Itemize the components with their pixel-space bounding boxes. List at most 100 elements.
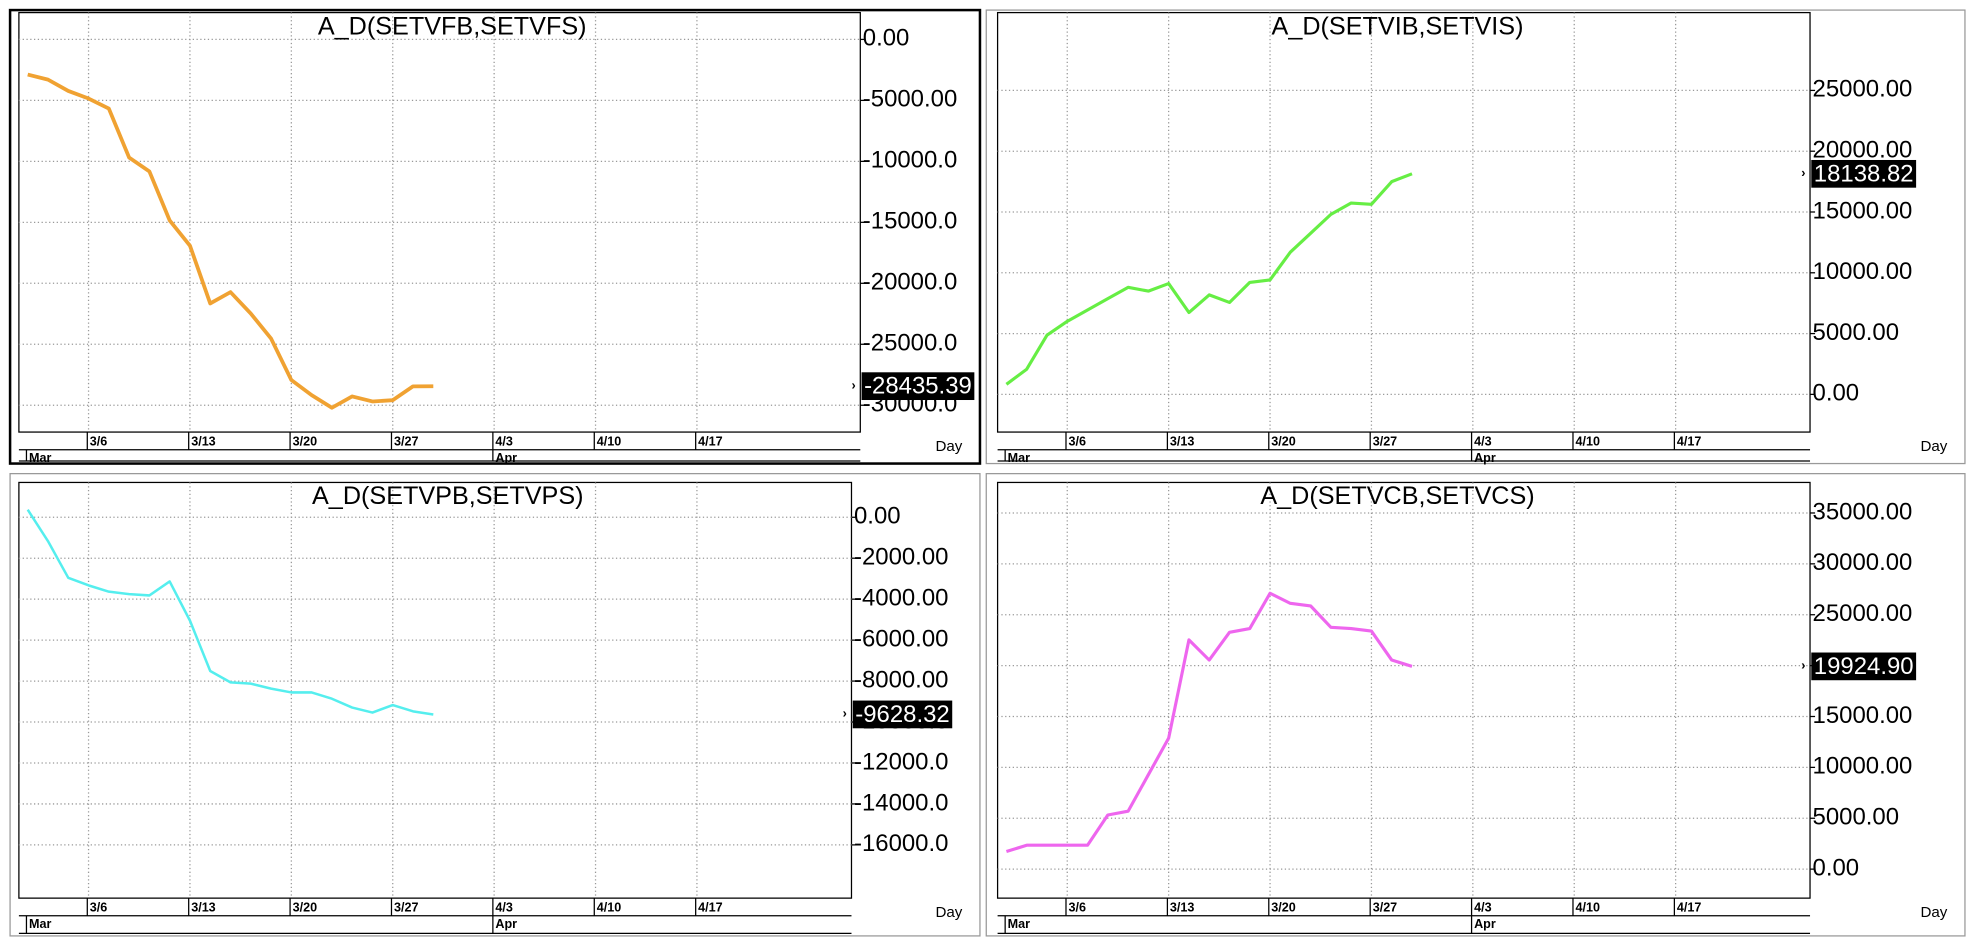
x-axis-label: Day bbox=[935, 904, 962, 921]
panel-border bbox=[985, 473, 1966, 937]
x-tick-label: 4/10 bbox=[1575, 434, 1599, 448]
y-tick-label: -5000.00 bbox=[863, 86, 957, 113]
x-tick-label: 3/20 bbox=[293, 434, 317, 448]
x-tick-label: 3/27 bbox=[1373, 901, 1397, 915]
plot-area bbox=[996, 11, 1811, 433]
last-value-pointer: › bbox=[1801, 166, 1805, 180]
x-tick-label: 3/13 bbox=[191, 901, 215, 915]
y-tick-label: -15000.0 bbox=[863, 208, 957, 235]
plot-area bbox=[996, 481, 1811, 899]
month-label: Apr bbox=[1474, 917, 1496, 931]
x-tick-label: 3/20 bbox=[293, 901, 317, 915]
data-line bbox=[27, 72, 434, 410]
x-tick-label: 3/6 bbox=[90, 901, 107, 915]
last-value-label: 19924.90 bbox=[1814, 653, 1914, 680]
y-tick-label: 25000.00 bbox=[1813, 600, 1913, 627]
x-tick-label: 3/6 bbox=[90, 434, 107, 448]
y-tick-label: -16000.0 bbox=[854, 830, 948, 857]
x-tick-label: 4/17 bbox=[698, 434, 722, 448]
panel-border bbox=[985, 9, 1966, 465]
last-value-box bbox=[1811, 652, 1917, 681]
chart-title: A_D(SETVPB,SETVPS) bbox=[312, 482, 584, 510]
chart-panel: 0.00-2000.00-4000.00-6000.00-8000.00-100… bbox=[9, 473, 981, 937]
y-tick-label: 0.00 bbox=[854, 503, 901, 530]
y-tick-label: 10000.00 bbox=[1813, 753, 1913, 780]
month-label: Apr bbox=[1474, 451, 1496, 465]
x-tick-label: 3/20 bbox=[1271, 901, 1295, 915]
last-value-box bbox=[861, 372, 975, 401]
x-tick-label: 4/10 bbox=[1575, 901, 1599, 915]
x-tick-label: 4/17 bbox=[1677, 901, 1701, 915]
data-line bbox=[1005, 591, 1413, 854]
plot-area bbox=[18, 481, 853, 899]
y-tick-label: -25000.0 bbox=[863, 330, 957, 357]
y-tick-label: 15000.00 bbox=[1813, 702, 1913, 729]
x-tick-label: 4/3 bbox=[495, 434, 512, 448]
y-tick-label: 10000.00 bbox=[1813, 258, 1913, 285]
chart-panel: 0.005000.0010000.0015000.0020000.0025000… bbox=[985, 473, 1966, 937]
y-tick-label: 15000.00 bbox=[1813, 197, 1913, 224]
x-tick-label: 4/10 bbox=[597, 434, 621, 448]
month-label: Apr bbox=[495, 451, 517, 465]
x-tick-label: 3/27 bbox=[394, 901, 418, 915]
month-label: Mar bbox=[29, 451, 51, 465]
x-tick-label: 3/13 bbox=[1170, 901, 1194, 915]
data-line bbox=[1005, 172, 1413, 386]
last-value-box bbox=[852, 700, 953, 729]
chart-panel: 0.00 5000.00 10000.00 15000.00 20000.00 25000… bbox=[985, 9, 1966, 465]
x-tick-label: 3/27 bbox=[1373, 434, 1397, 448]
x-axis-label: Day bbox=[1920, 904, 1947, 921]
y-tick-label: 5000.00 bbox=[1813, 319, 1899, 346]
x-tick-label: 4/3 bbox=[495, 901, 512, 915]
panel-border bbox=[8, 8, 982, 465]
y-tick-label: 25000.00 bbox=[1813, 76, 1913, 103]
y-tick-label: 20000.00 bbox=[1813, 137, 1913, 164]
x-tick-label: 4/3 bbox=[1474, 901, 1491, 915]
month-label: Mar bbox=[29, 917, 51, 931]
x-tick-label: 3/20 bbox=[1271, 434, 1295, 448]
y-tick-label: -14000.0 bbox=[854, 789, 948, 816]
last-value-pointer: › bbox=[1801, 659, 1805, 673]
x-tick-label: 4/10 bbox=[597, 901, 621, 915]
y-tick-label: 0.00 bbox=[1813, 854, 1860, 881]
y-tick-label: -12000.0 bbox=[854, 748, 948, 775]
y-tick-label: 0.00 bbox=[1813, 380, 1860, 407]
x-tick-label: 3/13 bbox=[1170, 434, 1194, 448]
panel-border bbox=[9, 473, 981, 937]
x-tick-label: 4/17 bbox=[698, 901, 722, 915]
chart-title: A_D(SETVIB,SETVIS) bbox=[1272, 12, 1524, 40]
chart-title: A_D(SETVCB,SETVCS) bbox=[1260, 482, 1534, 510]
y-tick-label: -10000.0 bbox=[863, 147, 957, 174]
x-tick-label: 4/3 bbox=[1474, 434, 1491, 448]
chart-panel: 0.00 -5000.00 -10000.0 -15000.0 -20000.0 -250… bbox=[8, 8, 982, 465]
y-tick-label: -8000.00 bbox=[854, 666, 948, 693]
x-axis-label: Day bbox=[935, 438, 962, 455]
y-tick-label: 35000.00 bbox=[1813, 498, 1913, 525]
month-label: Mar bbox=[1008, 917, 1030, 931]
chart-title: A_D(SETVFB,SETVFS) bbox=[318, 12, 587, 40]
last-value-pointer: › bbox=[851, 378, 855, 392]
y-tick-label: -6000.00 bbox=[854, 625, 948, 652]
last-value-label: 18138.82 bbox=[1814, 160, 1914, 187]
month-label: Apr bbox=[495, 917, 517, 931]
last-value-pointer: › bbox=[843, 707, 847, 721]
y-tick-label: -2000.00 bbox=[854, 544, 948, 571]
y-tick-label: -20000.0 bbox=[863, 269, 957, 296]
data-line bbox=[26, 508, 434, 716]
x-tick-label: 4/17 bbox=[1677, 434, 1701, 448]
x-tick-label: 3/13 bbox=[191, 434, 215, 448]
last-value-label: -9628.32 bbox=[855, 701, 949, 728]
last-value-label: -28435.39 bbox=[864, 373, 972, 400]
y-tick-label: -4000.00 bbox=[854, 584, 948, 611]
y-tick-label: 0.00 bbox=[863, 25, 910, 52]
x-tick-label: 3/6 bbox=[1069, 434, 1086, 448]
x-axis-label: Day bbox=[1920, 438, 1947, 455]
last-value-box bbox=[1811, 159, 1917, 188]
month-label: Mar bbox=[1008, 451, 1030, 465]
x-tick-label: 3/6 bbox=[1069, 901, 1086, 915]
y-tick-label: 30000.00 bbox=[1813, 549, 1913, 576]
y-tick-label: 5000.00 bbox=[1813, 804, 1899, 831]
x-tick-label: 3/27 bbox=[394, 434, 418, 448]
